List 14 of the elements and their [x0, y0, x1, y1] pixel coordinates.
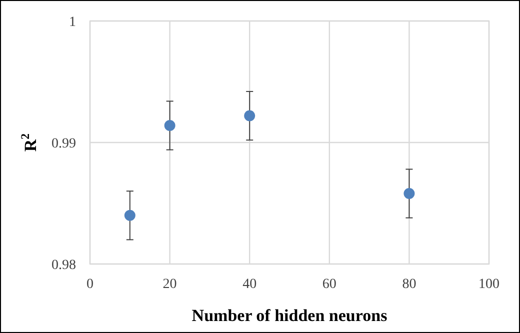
- point: [404, 188, 415, 200]
- point: [124, 210, 136, 221]
- x-tick-label: 40: [242, 277, 257, 292]
- x-tick-label: 100: [478, 277, 500, 292]
- x-tick-label: 80: [402, 277, 416, 292]
- point: [164, 120, 176, 131]
- point: [244, 110, 256, 122]
- x-axis-title: Number of hidden neurons: [192, 306, 388, 325]
- x-tick-label: 0: [86, 277, 94, 292]
- y-tick-label: 1: [69, 15, 76, 30]
- y-tick-label: 0.98: [52, 258, 76, 273]
- x-tick-label: 20: [162, 277, 177, 292]
- x-tick-label: 60: [322, 277, 336, 292]
- y-tick-label: 0.99: [52, 136, 76, 152]
